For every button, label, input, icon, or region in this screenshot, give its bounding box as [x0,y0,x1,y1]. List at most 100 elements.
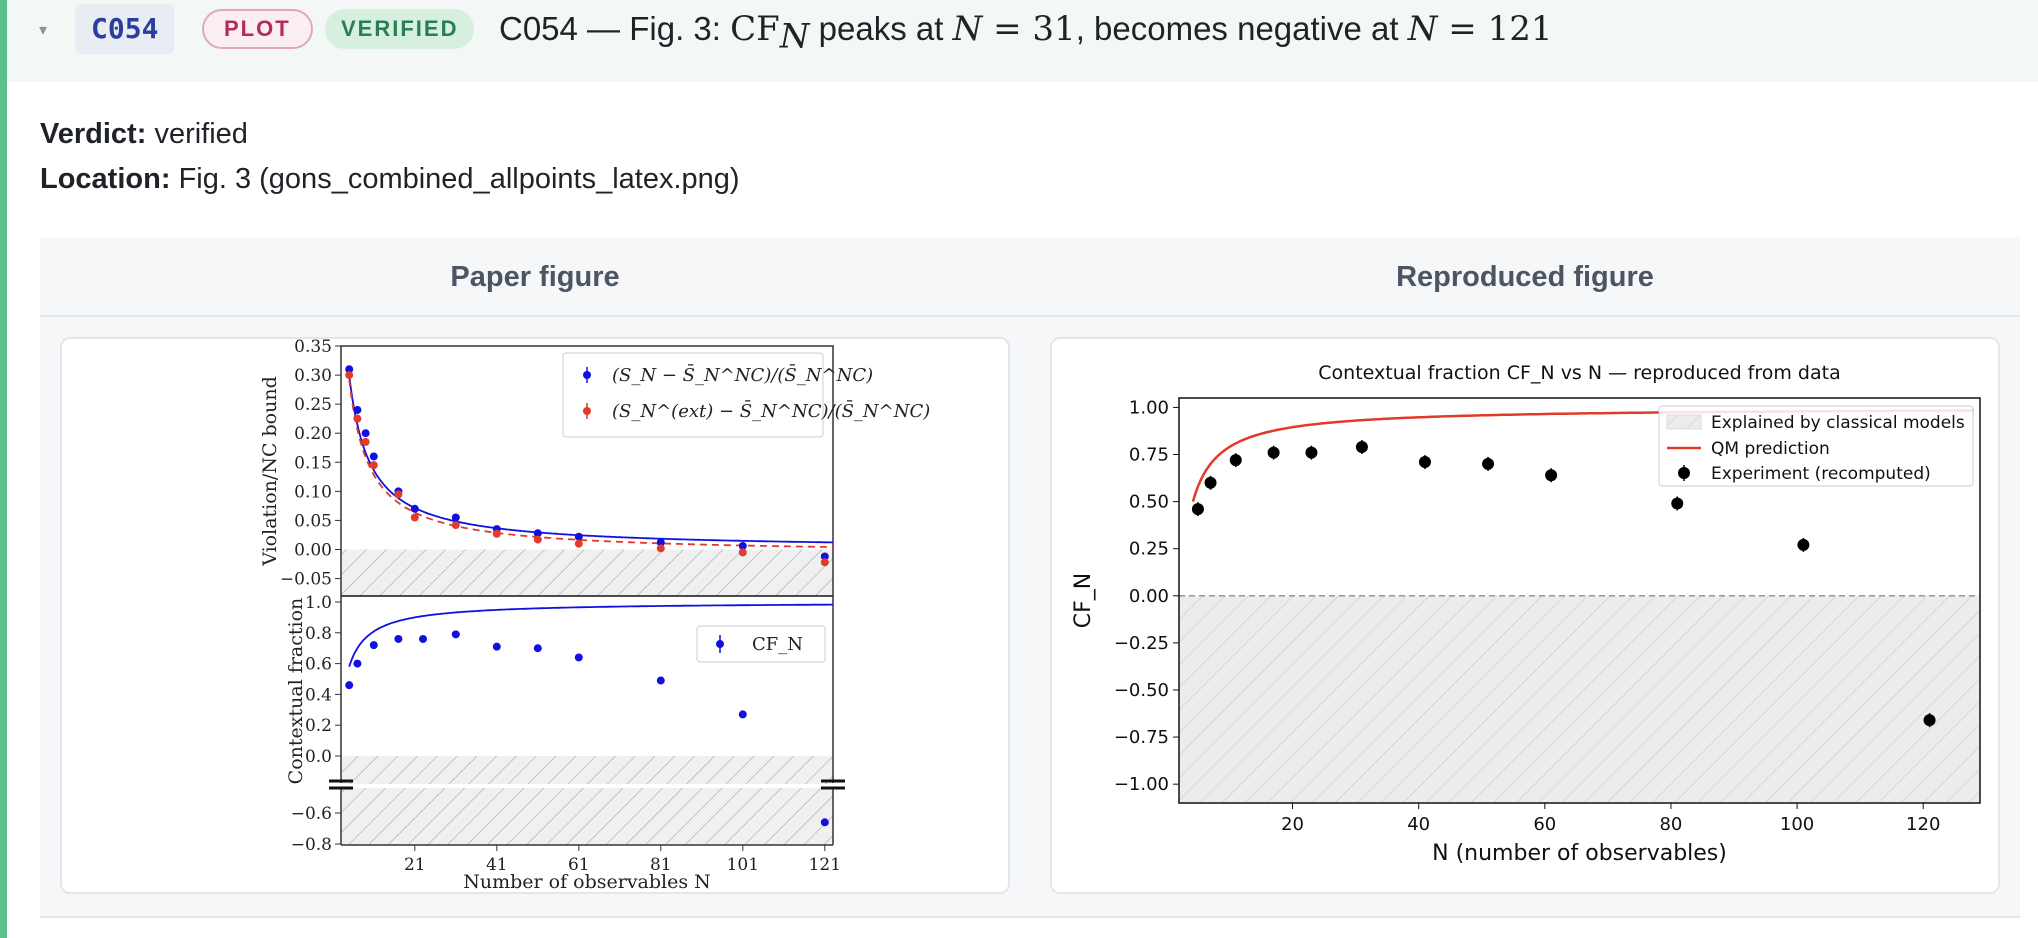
data-point [738,542,747,550]
y-axis-label: CF_N [1071,573,1096,628]
reproduced-figure-chart: Contextual fraction CF_N vs N — reproduc… [1071,362,1981,866]
qm-curve-blue [348,374,833,544]
experiment-point [1191,503,1204,516]
x-tick-label: 61 [568,855,590,875]
x-tick-label: 80 [1659,814,1682,835]
y-tick-label: 0.00 [1129,586,1169,607]
legend-marker [583,371,591,379]
legend: Explained by classical models QM predicti… [1658,405,1974,487]
y-tick-label: −0.05 [280,570,332,590]
classical-region-top [341,549,833,596]
location-value: Fig. 3 (gons_combined_allpoints_latex.pn… [178,163,740,195]
claim-title: C054 — Fig. 3: CFN peaks at N = 31, beco… [499,9,1553,57]
y-tick-label: 1.0 [305,593,332,613]
y-tick-label: 0.25 [1129,539,1169,560]
legend-label: (S_N − S̄_N^NC)/(S̄_N^NC) [612,363,873,386]
y-tick-label: 0.25 [294,395,332,415]
legend-entry: QM prediction [1667,439,1830,459]
y-tick-label: −0.50 [1114,680,1169,701]
qm-curve-red-dashed [348,379,833,548]
top-legend: (S_N − S̄_N^NC)/(S̄_N^NC) (S_N^(ext) − S̄… [562,352,930,438]
data-point [361,429,370,438]
paper-figure-header: Paper figure [450,261,620,293]
chart-title: Contextual fraction CF_N vs N — reproduc… [1318,362,1840,384]
classical-region-lower [341,788,833,845]
experiment-point [1482,457,1495,470]
x-tick-label: 21 [404,855,426,875]
data-point [353,659,362,668]
legend-entry: (S_N^(ext) − S̄_N^NC)/(S̄_N^NC) [583,399,930,422]
experiment-point [1305,446,1318,459]
x-tick-label: 20 [1281,814,1304,835]
legend-entry: Explained by classical models [1666,413,1965,433]
classical-region-upper [341,756,833,784]
paper-figure-card: −0.05 0.00 0.05 0.10 0.15 0.20 0.25 0.30 0.35 Vio… [60,337,1010,894]
data-point [394,490,403,499]
data-point [656,676,665,685]
data-point [361,437,370,446]
location-line: Location: Fig. 3 (gons_combined_allpoint… [40,163,740,196]
x-tick-label: 120 [1906,814,1940,835]
data-point [353,414,362,423]
data-point [574,532,583,541]
y-tick-label: 0.35 [294,339,332,357]
reproduced-figure-header: Reproduced figure [1396,261,1654,293]
figure-comparison: Paper figure Reproduced figure −0.05 0.00… [40,238,2020,918]
x-tick-label: 100 [1780,814,1814,835]
data-point [492,529,501,538]
data-point [419,634,427,643]
data-point [820,818,829,827]
x-tick-label: 41 [486,855,508,875]
experiment-point [1229,454,1242,467]
y-tick-label: 0.75 [1129,445,1169,466]
data-point [533,535,542,544]
reproduced-figure-card: Contextual fraction CF_N vs N — reproduc… [1050,337,2000,894]
experiment-point [1204,476,1217,489]
experiment-point [1923,714,1936,727]
y-tick-label: −0.25 [1114,633,1169,654]
legend-box [1658,405,1974,487]
location-label: Location: [40,163,171,195]
qm-curve-blue [348,603,833,667]
y-tick-label: 0.2 [305,716,332,736]
y-tick-label: 0.10 [294,482,332,502]
legend-label: Explained by classical models [1711,413,1965,433]
comparison-bottom-rule [40,916,2020,918]
y-tick-label: 0.15 [294,453,332,473]
y-tick-label: 0.50 [1129,492,1169,513]
y-tick-label: 0.0 [305,747,332,767]
y-tick-label: 1.00 [1129,397,1169,418]
x-tick-label: 121 [809,855,841,875]
data-point [574,653,583,662]
data-point [656,544,665,553]
data-point [533,644,542,653]
data-point [410,504,419,513]
verdict-line: Verdict: verified [40,118,248,151]
experiment-point [1671,497,1684,510]
claim-header[interactable]: ▾ C054 PLOT VERIFIED C054 — Fig. 3: CFN … [7,0,2038,82]
data-point [574,539,583,548]
status-badge: VERIFIED [325,9,475,49]
legend-entry: Experiment (recomputed) [1678,464,1931,484]
data-point [345,681,354,690]
header-divider [40,315,2020,317]
legend-entry: (S_N − S̄_N^NC)/(S̄_N^NC) [583,363,873,386]
data-point [451,513,460,522]
y-tick-label: 0.30 [294,366,332,386]
legend-entry: CF_N [716,634,803,655]
x-tick-label: 81 [650,855,672,875]
legend-label: (S_N^(ext) − S̄_N^NC)/(S̄_N^NC) [612,399,930,422]
data-point [738,710,747,719]
data-point [820,552,829,561]
data-point [492,642,501,651]
collapse-chevron-icon[interactable]: ▾ [39,22,48,39]
x-tick-label: 101 [727,855,759,875]
x-tick-label: 60 [1533,814,1556,835]
data-point [369,452,378,461]
data-point [345,365,354,374]
y-tick-label: −0.6 [291,804,332,824]
legend-box [696,625,826,663]
x-tick-label: 40 [1407,814,1430,835]
experiment-point [1267,446,1280,459]
data-point [394,634,403,643]
